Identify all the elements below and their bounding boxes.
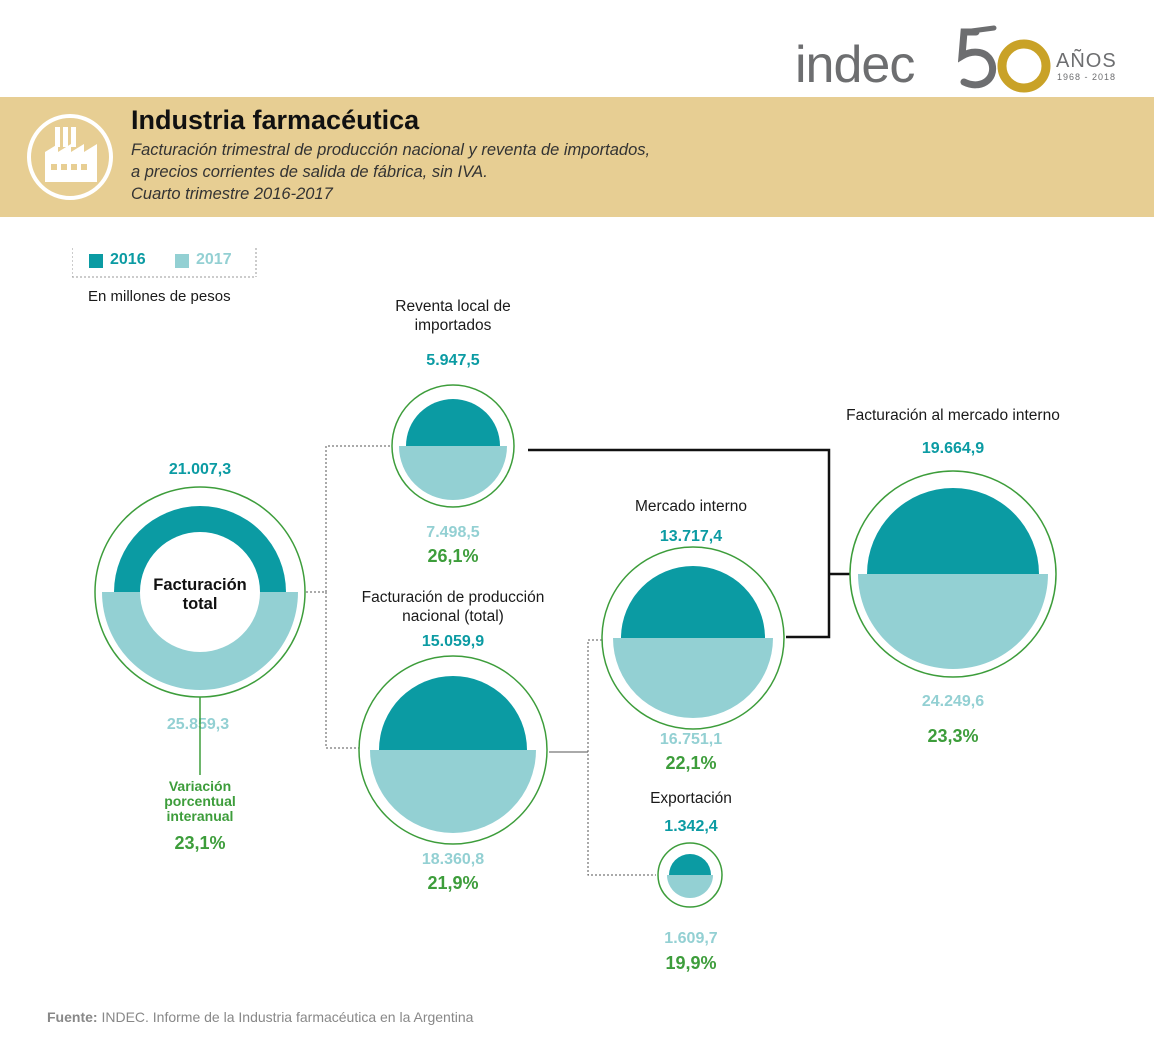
legend-swatch-2016 <box>89 254 103 268</box>
exportacion-label: Exportación <box>650 790 732 807</box>
legend-label-2017: 2017 <box>196 251 232 268</box>
connector-lines <box>306 445 850 876</box>
subtitle-line: a precios corrientes de salida de fábric… <box>131 163 488 181</box>
page-title: Industria farmacéutica <box>131 105 420 135</box>
variation-label-line: interanual <box>166 808 234 824</box>
fmi-variation: 23,3% <box>927 726 979 746</box>
exportacion-value-2017: 1.609,7 <box>664 930 718 947</box>
mercado-interno-value-2016: 13.717,4 <box>659 528 723 545</box>
mercado-interno-variation: 22,1% <box>665 753 717 773</box>
reventa-label-line: Reventa local de <box>395 298 511 315</box>
factory-icon <box>27 114 113 200</box>
half-2017 <box>370 750 536 833</box>
unit-label: En millones de pesos <box>88 288 231 305</box>
indec-50-anos-logo: indec AÑOS 1968 - 2018 <box>790 18 1135 98</box>
total-value-2016: 21.007,3 <box>168 461 232 478</box>
exportacion-variation: 19,9% <box>665 953 717 973</box>
variation-label: Variación porcentual interanual <box>130 779 270 824</box>
subtitle-line: Facturación trimestral de producción nac… <box>131 141 651 159</box>
logo-years: 1968 - 2018 <box>1057 72 1117 82</box>
mercado-interno-label: Mercado interno <box>634 498 747 515</box>
legend-swatch-2017 <box>175 254 189 268</box>
half-2017 <box>399 446 507 500</box>
logo-anos: AÑOS <box>1056 50 1117 72</box>
half-2017 <box>667 875 713 898</box>
reventa-label: Reventa local de importados <box>353 297 553 335</box>
exportacion-value-2016: 1.342,4 <box>664 818 718 835</box>
reventa-label-line: importados <box>414 317 492 334</box>
logo-wordmark: indec <box>795 36 915 94</box>
fmi-value-2016: 19.664,9 <box>921 440 985 457</box>
source-label: Fuente: <box>47 1009 98 1025</box>
total-value-2017: 25.859,3 <box>166 716 230 733</box>
legend-label-2016: 2016 <box>110 251 146 268</box>
total-variation-stem <box>199 697 201 775</box>
produccion-label-line: nacional (total) <box>402 608 504 625</box>
variation-label-line: Variación <box>168 778 232 794</box>
half-2016 <box>379 676 527 750</box>
header-band: Industria farmacéutica Facturación trime… <box>0 97 1154 217</box>
legend: 2016 2017 <box>72 247 257 279</box>
node-mercado-interno <box>601 546 785 730</box>
total-variation: 23,1% <box>174 833 226 853</box>
donut-hole <box>140 532 260 652</box>
half-2016 <box>867 488 1039 574</box>
node-facturacion-mercado-interno <box>849 470 1057 678</box>
half-2017 <box>613 638 773 718</box>
half-2016 <box>669 854 711 875</box>
mercado-interno-value-2017: 16.751,1 <box>659 731 723 748</box>
node-produccion <box>358 655 548 845</box>
reventa-value-2016: 5.947,5 <box>426 352 480 369</box>
legend-frame <box>72 248 257 278</box>
node-total <box>94 486 306 698</box>
variation-label-line: porcentual <box>164 793 236 809</box>
fmi-value-2017: 24.249,6 <box>921 693 985 710</box>
source-text: INDEC. Informe de la Industria farmacéut… <box>97 1009 474 1025</box>
produccion-label-line: Facturación de producción <box>361 589 545 606</box>
produccion-label: Facturación de producción nacional (tota… <box>333 588 573 626</box>
node-reventa <box>391 384 515 508</box>
total-label-line: total <box>182 595 218 613</box>
half-2016 <box>406 399 500 446</box>
produccion-variation: 21,9% <box>427 873 479 893</box>
total-label-line: Facturación <box>153 576 247 594</box>
produccion-value-2016: 15.059,9 <box>421 633 485 650</box>
subtitle-line: Cuarto trimestre 2016-2017 <box>131 185 333 203</box>
source-note: Fuente: INDEC. Informe de la Industria f… <box>47 1009 473 1025</box>
fmi-label: Facturación al mercado interno <box>846 407 1060 424</box>
reventa-variation: 26,1% <box>427 546 479 566</box>
total-center-label: Facturación total <box>130 576 270 614</box>
reventa-value-2017: 7.498,5 <box>426 524 480 541</box>
half-2017 <box>858 574 1048 669</box>
produccion-value-2017: 18.360,8 <box>421 851 485 868</box>
logo-50-mark <box>958 25 1051 93</box>
node-exportacion <box>657 842 723 908</box>
half-2016 <box>621 566 765 638</box>
